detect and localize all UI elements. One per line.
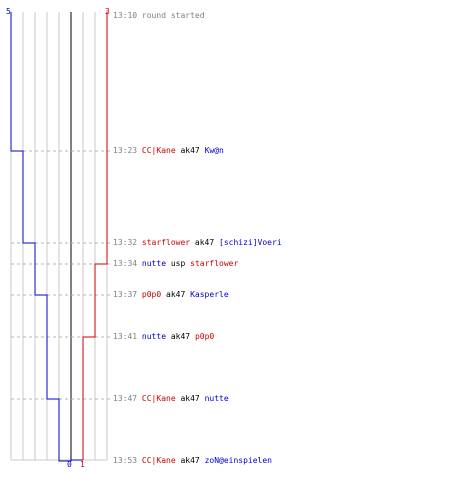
red-end-count: 1 bbox=[80, 460, 85, 469]
event-time: 13:34 bbox=[113, 259, 138, 268]
blue-start-count: 5 bbox=[6, 7, 11, 16]
killer-name: p0p0 bbox=[141, 290, 162, 299]
event-guide-lines bbox=[11, 150, 110, 400]
weapon-name: ak47 bbox=[180, 394, 200, 403]
event-row: 13:34 nutte usp starflower bbox=[113, 258, 238, 270]
event-time: 13:41 bbox=[113, 332, 138, 341]
event-time: 13:32 bbox=[113, 238, 138, 247]
event-row: 13:10 round started bbox=[113, 10, 205, 22]
victim-name: Kw@n bbox=[204, 146, 224, 155]
victim-name: [schizi]Voeri bbox=[219, 238, 282, 247]
red-team-alive-line bbox=[82, 12, 108, 460]
event-row: 13:47 CC|Kane ak47 nutte bbox=[113, 393, 229, 405]
killer-name: nutte bbox=[141, 259, 167, 268]
event-text: round started bbox=[141, 11, 205, 20]
victim-name: p0p0 bbox=[194, 332, 215, 341]
event-time: 13:10 bbox=[113, 11, 138, 20]
event-time: 13:23 bbox=[113, 146, 138, 155]
victim-name: starflower bbox=[190, 259, 239, 268]
event-row: 13:41 nutte ak47 p0p0 bbox=[113, 331, 214, 343]
weapon-name: ak47 bbox=[180, 146, 200, 155]
weapon-name: ak47 bbox=[194, 238, 215, 247]
killer-name: CC|Kane bbox=[141, 146, 176, 155]
weapon-name: usp bbox=[170, 259, 186, 268]
weapon-name: ak47 bbox=[170, 332, 191, 341]
killer-name: starflower bbox=[141, 238, 191, 247]
event-row: 13:53 CC|Kane ak47 zoN@einspielen bbox=[113, 455, 272, 467]
victim-name: Kasperle bbox=[190, 290, 229, 299]
event-row: 13:23 CC|Kane ak47 Kw@n bbox=[113, 145, 224, 157]
weapon-name: ak47 bbox=[166, 290, 186, 299]
weapon-name: ak47 bbox=[180, 456, 200, 465]
victim-name: nutte bbox=[204, 394, 229, 403]
blue-team-alive-line bbox=[10, 12, 83, 462]
red-start-count: 3 bbox=[105, 7, 110, 16]
timeline-grid bbox=[10, 12, 108, 461]
event-row: 13:37 p0p0 ak47 Kasperle bbox=[113, 289, 229, 301]
blue-end-count: 0 bbox=[67, 460, 72, 469]
event-time: 13:53 bbox=[113, 456, 138, 465]
event-row: 13:32 starflower ak47 [schizi]Voeri bbox=[113, 237, 282, 249]
event-time: 13:47 bbox=[113, 394, 138, 403]
killer-name: CC|Kane bbox=[141, 456, 176, 465]
killer-name: CC|Kane bbox=[141, 394, 176, 403]
event-time: 13:37 bbox=[113, 290, 138, 299]
killer-name: nutte bbox=[141, 332, 167, 341]
victim-name: zoN@einspielen bbox=[204, 456, 272, 465]
